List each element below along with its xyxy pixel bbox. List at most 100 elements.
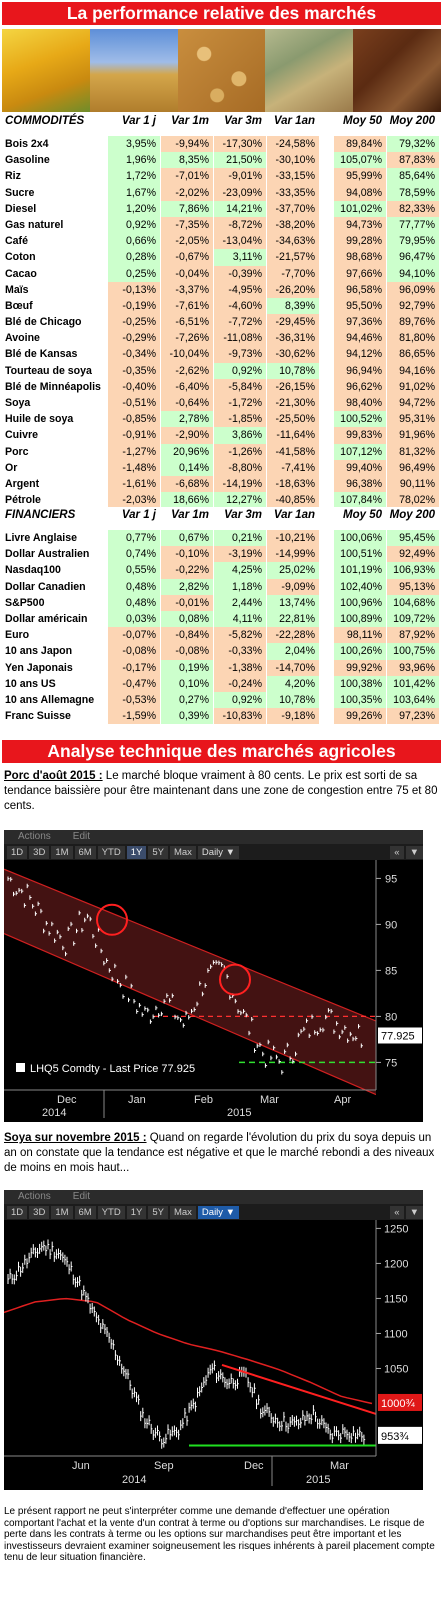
table-row: Huile de soya -0,85% 2,78% -1,85% -25,50% 100…: [2, 411, 441, 428]
actions-menu[interactable]: Actions: [18, 831, 51, 842]
table-cell: 22,81%: [267, 610, 319, 628]
table-cell: -36,31%: [267, 330, 319, 347]
table-cell: 2,82%: [161, 578, 213, 595]
table-cell: -2,62%: [161, 362, 213, 379]
period-1d-button[interactable]: 1D: [7, 845, 28, 859]
chevron-down-icon[interactable]: ▼: [405, 845, 423, 859]
row-label: Coton: [5, 251, 36, 264]
y-tick-label: 1200: [384, 1258, 408, 1270]
table-cell: -38,20%: [267, 216, 319, 234]
period-1y-button[interactable]: 1Y: [126, 845, 147, 859]
table-cell: 100,75%: [387, 643, 439, 660]
table-cell: -7,72%: [214, 314, 266, 331]
period-1m-button[interactable]: 1M: [51, 1205, 73, 1219]
channel-upper-line: [4, 868, 377, 1022]
table-cell: -2,02%: [161, 184, 213, 201]
table-cell: -14,70%: [267, 659, 319, 676]
edit-menu[interactable]: Edit: [72, 831, 91, 842]
table-cell: -0,04%: [161, 265, 213, 282]
table-cell: 7,86%: [161, 200, 213, 217]
period-max-button[interactable]: Max: [169, 845, 196, 859]
period-6m-button[interactable]: 6M: [74, 845, 96, 859]
col-header: Moy 50: [343, 115, 382, 127]
table-cell: 95,13%: [387, 578, 439, 595]
commodities-heading: COMMODITÉS: [5, 115, 85, 127]
period-3d-button[interactable]: 3D: [29, 1205, 50, 1219]
ma-value-tag: [378, 1393, 422, 1411]
x-tick-label: Jan: [128, 1094, 146, 1106]
table-cell: 4,20%: [267, 675, 319, 692]
table-cell: -0,64%: [161, 395, 213, 412]
table-cell: 99,92%: [334, 659, 386, 676]
table-row: Dollar Australien 0,74% -0,10% -3,19% -14,99…: [2, 546, 441, 563]
table-cell: 107,12%: [334, 443, 386, 460]
table-cell: -21,30%: [267, 395, 319, 412]
y-tick-label: 90: [385, 919, 397, 931]
table-cell: 105,07%: [334, 152, 386, 169]
table-cell: 8,35%: [161, 152, 213, 169]
table-cell: 98,68%: [334, 249, 386, 266]
y-tick-label: 95: [385, 873, 397, 885]
chevron-down-icon[interactable]: ▼: [405, 1205, 423, 1219]
x-year-label: 2014: [122, 1474, 146, 1486]
highlight-circle: [219, 963, 251, 996]
table-cell: 100,96%: [334, 594, 386, 611]
period-5y-button[interactable]: 5Y: [148, 1205, 168, 1219]
edit-menu[interactable]: Edit: [72, 1191, 91, 1202]
table-cell: -26,20%: [267, 281, 319, 298]
table-cell: -2,90%: [161, 427, 213, 444]
row-label: Argent: [5, 477, 40, 490]
table-cell: 2,44%: [214, 594, 266, 611]
highlight-circle: [96, 903, 128, 936]
y-axis-background: [376, 860, 423, 1122]
period-ytd-button[interactable]: YTD: [97, 1205, 125, 1219]
period-max-button[interactable]: Max: [169, 1205, 196, 1219]
row-label: Dollar américain: [5, 612, 88, 625]
collapse-icon[interactable]: «: [390, 1205, 404, 1219]
collapse-icon[interactable]: «: [390, 845, 404, 859]
chart-porc: Actions Edit 1D 3D 1M 6M YTD 1Y 5Y Max Daily ▼ «▼ …: [4, 830, 423, 1122]
table-cell: 95,50%: [334, 297, 386, 315]
table-cell: -7,70%: [267, 265, 319, 282]
table-cell: -9,73%: [214, 346, 266, 363]
daily-dropdown[interactable]: Daily ▼: [197, 1205, 240, 1219]
period-5y-button[interactable]: 5Y: [148, 845, 168, 859]
table-row: Pétrole -2,03% 18,66% 12,27% -40,85% 107,84% 7…: [2, 492, 441, 509]
table-cell: 0,28%: [108, 249, 160, 266]
table-cell: 12,27%: [214, 492, 266, 509]
table-cell: 0,14%: [161, 459, 213, 476]
period-3d-button[interactable]: 3D: [29, 845, 50, 859]
table-cell: 101,19%: [334, 562, 386, 579]
table-row: Bois 2x4 3,95% -9,94% -17,30% -24,58% 89,84% 7…: [2, 136, 441, 153]
table-cell: 79,32%: [387, 136, 439, 153]
table-cell: -11,08%: [214, 330, 266, 347]
table-cell: 98,11%: [334, 627, 386, 644]
financials-heading: FINANCIERS: [5, 509, 76, 521]
table-cell: 96,38%: [334, 475, 386, 493]
actions-menu[interactable]: Actions: [18, 1191, 51, 1202]
x-year-label: 2015: [227, 1107, 251, 1119]
x-year-label: 2014: [42, 1107, 66, 1119]
period-1y-button[interactable]: 1Y: [126, 1205, 147, 1219]
table-cell: -0,39%: [214, 265, 266, 282]
legend-swatch: [16, 1063, 25, 1072]
period-6m-button[interactable]: 6M: [74, 1205, 96, 1219]
period-ytd-button[interactable]: YTD: [97, 845, 125, 859]
table-cell: -4,95%: [214, 281, 266, 298]
period-1m-button[interactable]: 1M: [51, 845, 73, 859]
table-cell: 8,39%: [267, 297, 319, 315]
table-cell: -10,21%: [267, 530, 319, 547]
period-1d-button[interactable]: 1D: [7, 1205, 28, 1219]
row-label: Avoine: [5, 332, 40, 345]
table-cell: 0,25%: [108, 265, 160, 282]
table-cell: -0,85%: [108, 411, 160, 428]
table-cell: -7,61%: [161, 297, 213, 315]
table-cell: -0,08%: [161, 643, 213, 660]
col-header: Moy 200: [389, 509, 435, 521]
table-cell: 101,02%: [334, 200, 386, 217]
table-row: Diesel 1,20% 7,86% 14,21% -37,70% 101,02% 82,3…: [2, 200, 441, 217]
daily-dropdown[interactable]: Daily ▼: [197, 845, 240, 859]
commodity-photos: [2, 29, 441, 112]
table-cell: 96,09%: [387, 281, 439, 298]
col-header: Var 1m: [171, 509, 209, 521]
